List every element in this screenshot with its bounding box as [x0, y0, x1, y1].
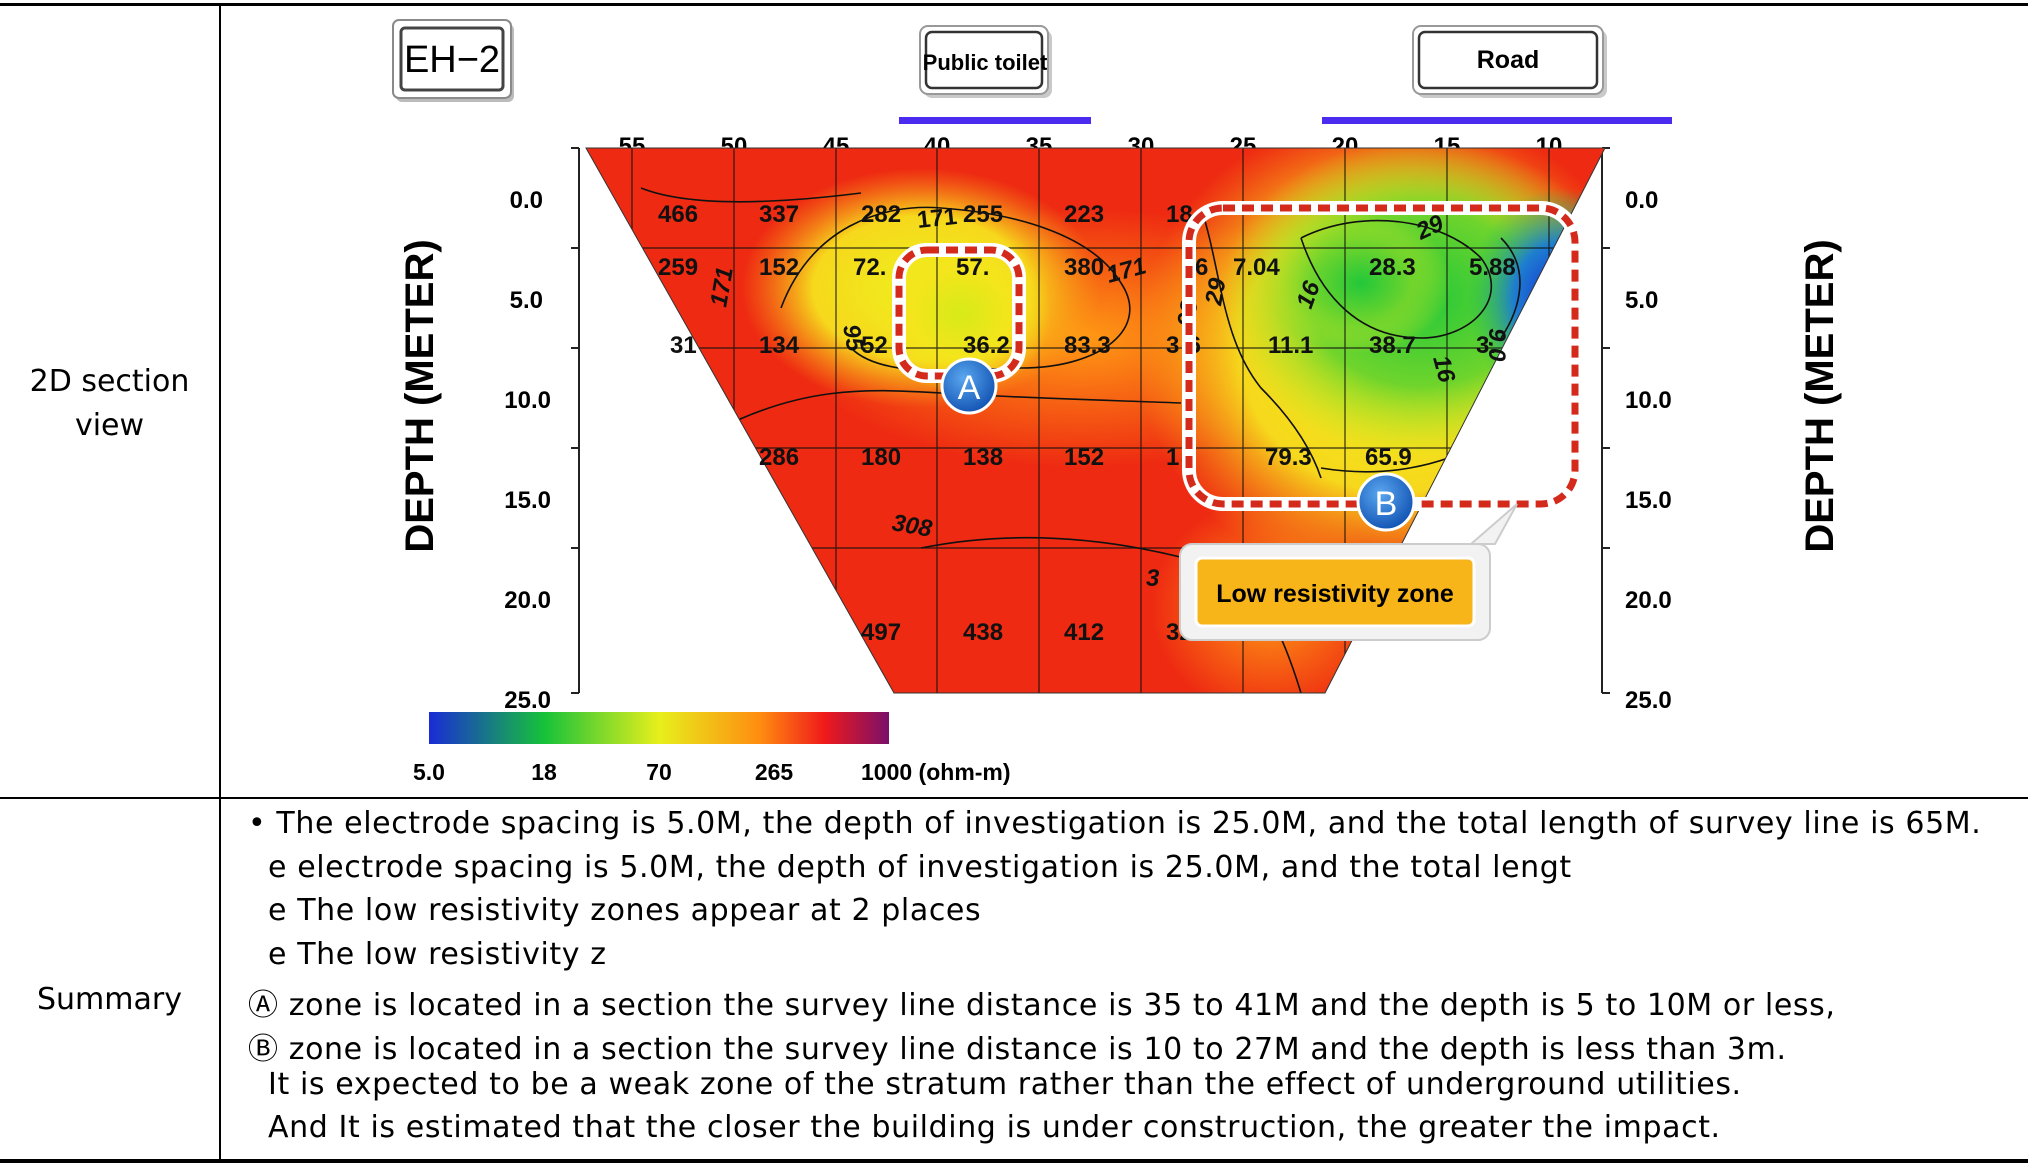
section-id-box: EH−2 [392, 19, 514, 102]
zone-marker-a [940, 357, 998, 415]
depth-tick-label: 25.0 [1625, 687, 1672, 714]
landmark-label: Road [1477, 46, 1540, 74]
depth-tick-label: 0.0 [1625, 187, 1658, 214]
landmark-extent-bar [1322, 117, 1672, 124]
depth-tick-label: 10.0 [504, 387, 551, 414]
landmark-road: Road [1322, 25, 1672, 124]
table-bottom-rule [0, 1159, 2028, 1163]
depth-tick-label: 20.0 [1625, 587, 1672, 614]
landmark-public-toilet: Public toilet [899, 25, 1091, 124]
resistivity-value: 138 [963, 444, 1003, 471]
resistivity-value: 79.3 [1265, 444, 1312, 471]
resistivity-value: 259 [658, 254, 698, 281]
resistivity-value: 3 [1146, 565, 1160, 592]
resistivity-value: 255 [963, 201, 1003, 228]
resistivity-value: 6 [1195, 254, 1208, 281]
resistivity-value: 223 [1064, 201, 1104, 228]
colorbar: 5.0 18 70 265 1000 (ohm-m) [413, 712, 1011, 785]
depth-axis-lines [571, 147, 1610, 694]
summary-line: e electrode spacing is 5.0M, the depth o… [268, 850, 1572, 885]
resistivity-value: 31 [670, 332, 697, 359]
table-top-rule [0, 3, 2028, 6]
summary-line: e The low resistivity z [268, 937, 607, 972]
resistivity-value: 286 [759, 444, 799, 471]
resistivity-value: 72. [853, 254, 886, 281]
low-resistivity-callout: Low resistivity zone [1179, 503, 1518, 641]
resistivity-value: 36.2 [963, 332, 1010, 359]
resistivity-value: 3 [1166, 332, 1179, 359]
depth-tick-label: 5.0 [510, 287, 543, 314]
row-label-summary: Summary [0, 978, 219, 1022]
summary-line: e The low resistivity zones appear at 2 … [268, 893, 982, 928]
section-outline [585, 147, 1606, 694]
zone-b-highlight: B [1182, 201, 1582, 532]
summary-line: It is expected to be a weak zone of the … [268, 1067, 1742, 1102]
right-axis-title: DEPTH (METER) [1798, 239, 1842, 552]
resistivity-value: 28.3 [1369, 254, 1416, 281]
resistivity-value: 282 [861, 201, 901, 228]
resistivity-section-figure: EH−2 Public toilet Road 55 50 45 40 35 3… [392, 19, 1842, 785]
colorbar-tick-label: 18 [531, 759, 557, 785]
depth-tick-label: 0.0 [510, 187, 543, 214]
colorbar-tick-label: 5.0 [413, 759, 445, 785]
depth-tick-label: 25.0 [504, 687, 551, 714]
depth-tick-label: 10.0 [1625, 387, 1672, 414]
zone-marker-label: A [958, 369, 981, 407]
summary-line: • The electrode spacing is 5.0M, the dep… [248, 806, 1982, 841]
summary-line: Ⓑ zone is located in a section the surve… [248, 1032, 1787, 1067]
table-column-divider [219, 6, 221, 1161]
colorbar-tick-label: 1000 (ohm-m) [861, 759, 1011, 785]
summary-line: Ⓐ zone is located in a section the surve… [248, 988, 1836, 1023]
row-label-text: Summary [37, 982, 182, 1017]
left-axis-title: DEPTH (METER) [398, 239, 442, 552]
resistivity-value: 52 [861, 332, 888, 359]
colorbar-gradient [429, 712, 889, 744]
resistivity-value: 65.9 [1365, 444, 1412, 471]
table-row-divider [0, 797, 2028, 799]
resistivity-value: 57. [956, 254, 989, 281]
row-label-2d-section-view: 2D section view [0, 360, 219, 448]
resistivity-value: 380 [1064, 254, 1104, 281]
depth-tick-label: 5.0 [1625, 287, 1658, 314]
row-label-text: 2D section view [29, 364, 190, 443]
x-axis-ticks: 55 50 45 40 35 30 25 20 15 10 [619, 133, 1563, 160]
resistivity-value: 38.7 [1369, 332, 1416, 359]
left-depth-ticks: 0.0 5.0 10.0 15.0 20.0 25.0 [504, 187, 551, 714]
resistivity-value: 438 [963, 619, 1003, 646]
resistivity-value: 1 [1166, 444, 1179, 471]
callout-label: Low resistivity zone [1216, 580, 1454, 608]
colorbar-tick-label: 70 [646, 759, 672, 785]
depth-tick-label: 15.0 [504, 487, 551, 514]
resistivity-section [586, 148, 1605, 693]
resistivity-value: 95 [837, 322, 868, 354]
landmark-extent-bar [899, 117, 1091, 124]
resistivity-value: 7.04 [1233, 254, 1280, 281]
landmark-label: Public toilet [923, 50, 1048, 75]
summary-line: And It is estimated that the closer the … [268, 1110, 1721, 1145]
resistivity-value: 337 [759, 201, 799, 228]
resistivity-value: 180 [861, 444, 901, 471]
zone-a-highlight: A [892, 243, 1026, 415]
resistivity-value: 29 [1200, 275, 1232, 308]
colorbar-tick-label: 265 [755, 759, 794, 785]
resistivity-value: 152 [759, 254, 799, 281]
resistivity-value: 134 [759, 332, 800, 359]
zone-marker-b [1356, 472, 1416, 532]
zone-marker-label: B [1375, 485, 1398, 523]
depth-tick-label: 20.0 [504, 587, 551, 614]
section-id-label: EH−2 [404, 39, 500, 81]
resistivity-value: 9.0 [1483, 328, 1510, 362]
resistivity-value: 497 [861, 619, 901, 646]
right-depth-ticks: 0.0 5.0 10.0 15.0 20.0 25.0 [1625, 187, 1672, 714]
resistivity-value: 152 [1064, 444, 1104, 471]
resistivity-value: 3. [1476, 332, 1496, 359]
resistivity-value: 171 [916, 203, 959, 234]
resistivity-value: 5.88 [1469, 254, 1516, 281]
resistivity-value: 466 [658, 201, 698, 228]
resistivity-value: 83.3 [1064, 332, 1111, 359]
depth-tick-label: 15.0 [1625, 487, 1672, 514]
resistivity-value: 11.1 [1268, 332, 1313, 359]
resistivity-value: 412 [1064, 619, 1104, 646]
